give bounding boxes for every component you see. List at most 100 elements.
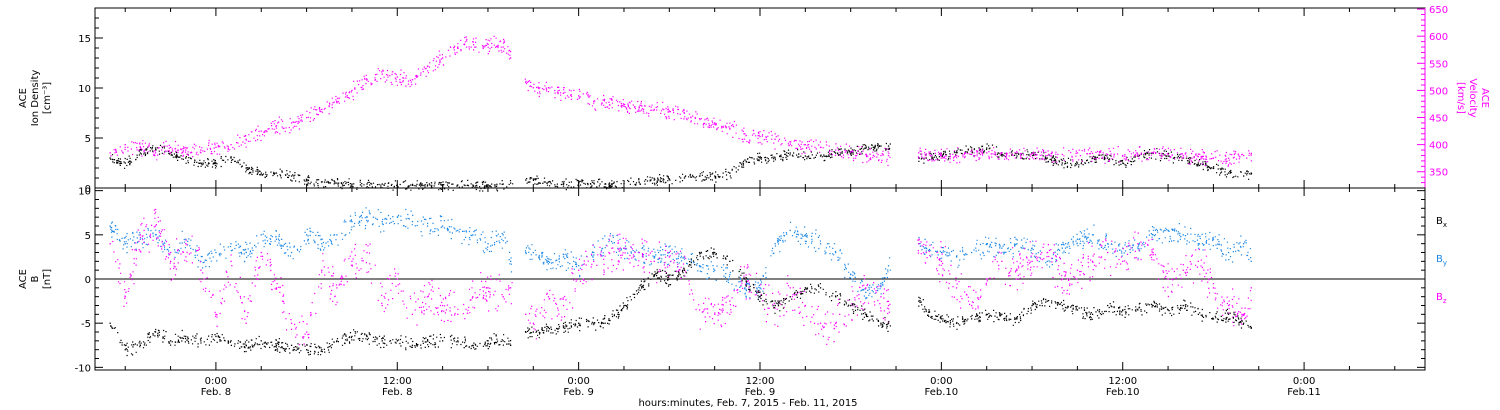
- point-ion-density-76: [1243, 175, 1245, 177]
- top-left-tick-label-3: 15: [78, 34, 91, 45]
- point-bz-1: [124, 296, 126, 298]
- point-bz-4: [170, 260, 172, 262]
- point-by-57: [955, 256, 958, 258]
- point-bx-33: [593, 322, 595, 324]
- point-bx-0: [109, 322, 111, 324]
- point-velocity-55: [925, 153, 927, 155]
- point-by-25: [487, 243, 489, 245]
- point-bz-9: [245, 322, 247, 324]
- point-bz-62: [1031, 260, 1033, 262]
- point-bx-65: [1076, 309, 1079, 311]
- point-bx-51: [865, 313, 867, 315]
- point-velocity-58: [971, 153, 973, 156]
- point-bz-40: [698, 309, 701, 311]
- bottom-left-tick-label-2: 0: [85, 275, 91, 286]
- point-bz-41: [714, 313, 716, 315]
- point-bx-70: [1152, 304, 1154, 307]
- point-bx-45: [774, 304, 776, 307]
- point-bx-1: [124, 349, 126, 351]
- point-bz-75: [1227, 304, 1230, 307]
- point-bx-27: [510, 344, 512, 346]
- point-ion-density-21: [426, 184, 429, 186]
- point-ion-density-7: [215, 162, 217, 164]
- point-velocity-9: [245, 138, 247, 140]
- bottom-left-axis-label-line-2: [nT]: [42, 269, 53, 289]
- point-by-12: [290, 251, 293, 254]
- point-bz-66: [1091, 260, 1094, 262]
- point-bx-7: [215, 335, 217, 338]
- point-velocity-19: [396, 76, 398, 78]
- point-bz-53: [887, 304, 890, 307]
- point-ion-density-65: [1076, 162, 1079, 164]
- point-bx-22: [442, 340, 444, 342]
- point-by-2: [139, 238, 141, 240]
- point-bx-76: [1243, 322, 1245, 324]
- point-velocity-18: [381, 73, 383, 75]
- point-velocity-69: [1137, 153, 1139, 156]
- point-velocity-13: [306, 116, 308, 119]
- point-by-73: [1197, 243, 1199, 245]
- point-bx-8: [230, 340, 232, 342]
- point-bx-19: [396, 340, 398, 342]
- point-by-27: [510, 260, 512, 262]
- point-velocity-2: [139, 146, 141, 148]
- point-ion-density-49: [835, 152, 837, 154]
- point-ion-density-73: [1197, 162, 1199, 164]
- point-bz-35: [623, 247, 625, 249]
- point-bx-12: [290, 344, 293, 346]
- x-tick-label-time-5: 12:00: [1108, 376, 1137, 387]
- point-by-26: [502, 234, 504, 236]
- point-by-5: [185, 238, 187, 240]
- point-bx-14: [321, 349, 323, 351]
- point-bz-31: [562, 304, 565, 307]
- point-by-63: [1046, 260, 1048, 262]
- legend-bx-sub: x: [1443, 221, 1447, 229]
- point-bx-34: [608, 318, 610, 320]
- point-velocity-16: [351, 89, 353, 92]
- point-bz-36: [638, 251, 640, 254]
- point-bz-51: [865, 287, 867, 289]
- point-bx-63: [1046, 300, 1048, 302]
- point-velocity-49: [835, 149, 837, 151]
- point-bz-10: [260, 251, 262, 254]
- point-bx-29: [532, 331, 534, 333]
- point-bx-20: [411, 344, 414, 346]
- point-velocity-8: [230, 144, 232, 146]
- point-bx-49: [835, 296, 837, 298]
- point-ion-density-0: [109, 157, 111, 159]
- point-ion-density-47: [804, 155, 806, 157]
- point-velocity-57: [955, 154, 958, 157]
- point-by-70: [1152, 234, 1154, 236]
- series-bz: [109, 208, 1252, 346]
- series-by: [109, 207, 1252, 300]
- point-ion-density-6: [200, 162, 202, 164]
- point-bz-76: [1243, 313, 1245, 315]
- top-left-axis-label-line-2: [cm⁻³]: [42, 82, 53, 114]
- x-tick-label-date-0: Feb. 8: [201, 387, 231, 398]
- point-bz-68: [1122, 260, 1124, 262]
- point-velocity-51: [865, 153, 867, 156]
- top-right-tick-label-3: 500: [1429, 86, 1448, 97]
- point-bx-39: [683, 269, 686, 271]
- point-bx-66: [1091, 313, 1094, 315]
- point-by-49: [835, 251, 837, 254]
- point-bz-57: [955, 287, 958, 289]
- point-bz-74: [1212, 287, 1215, 289]
- point-bz-12: [290, 322, 293, 324]
- x-axis-label: hours:minutes, Feb. 7, 2015 - Feb. 11, 2…: [638, 398, 857, 409]
- scatter-cloud-bz: [112, 208, 1252, 346]
- top-right-axis-label-line-1: Velocity: [1467, 78, 1478, 117]
- point-velocity-64: [1061, 153, 1063, 156]
- point-by-33: [593, 251, 595, 254]
- point-velocity-3: [154, 152, 157, 154]
- point-by-51: [865, 291, 867, 293]
- point-bz-72: [1182, 269, 1184, 271]
- point-bx-5: [185, 335, 187, 338]
- point-velocity-72: [1182, 154, 1184, 157]
- point-ion-density-61: [1016, 155, 1018, 157]
- point-bz-29: [532, 322, 534, 324]
- point-by-65: [1076, 238, 1079, 240]
- point-bx-73: [1197, 313, 1199, 315]
- point-bx-25: [487, 340, 489, 342]
